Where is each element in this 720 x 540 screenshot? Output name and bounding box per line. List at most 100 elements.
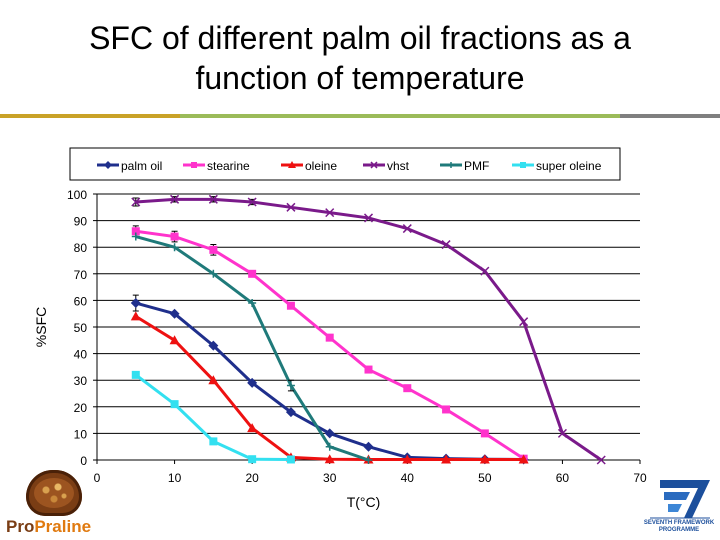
data-point-pmf-30 <box>325 442 334 451</box>
data-point-stearine-25 <box>286 301 295 310</box>
data-point-oleine-40 <box>402 454 413 464</box>
data-point-palm-oil-20 <box>247 377 258 388</box>
x-tick-label-0: 0 <box>94 471 101 485</box>
x-tick-label-10: 10 <box>168 471 182 485</box>
legend-marker-stearine <box>191 162 197 168</box>
data-point-vhst-10 <box>170 194 180 204</box>
data-point-oleine-10 <box>169 335 180 345</box>
data-point-vhst-55 <box>519 317 529 327</box>
data-point-vhst-50 <box>480 266 490 276</box>
divider-segment-gold <box>0 114 180 118</box>
praline-nut-icon <box>26 470 82 516</box>
data-point-pmf-25 <box>286 381 295 390</box>
data-point-vhst-65 <box>596 455 606 465</box>
x-tick-label-70: 70 <box>633 471 647 485</box>
data-point-vhst-60 <box>557 428 567 438</box>
data-point-pmf-15 <box>209 269 218 278</box>
data-point-pmf-35 <box>364 456 373 464</box>
x-tick-label-20: 20 <box>245 471 259 485</box>
y-tick-label-90: 90 <box>74 215 88 229</box>
series-line-super-oleine <box>134 373 291 461</box>
legend-label-vhst: vhst <box>387 159 410 173</box>
data-point-palm-oil-25 <box>285 407 296 418</box>
x-tick-label-50: 50 <box>478 471 492 485</box>
brand-praline: Praline <box>34 517 92 536</box>
data-point-vhst-45 <box>441 240 451 250</box>
data-point-vhst-20 <box>247 197 257 207</box>
data-point-oleine-15 <box>208 375 219 385</box>
data-point-vhst-5 <box>131 197 141 207</box>
data-point-stearine-15 <box>209 245 218 254</box>
data-point-vhst-30 <box>325 208 335 218</box>
x-tick-label-60: 60 <box>556 471 570 485</box>
data-point-vhst-35 <box>363 213 374 223</box>
legend-label-super-oleine: super oleine <box>536 159 602 173</box>
data-point-super-oleine-15 <box>209 437 218 446</box>
data-point-stearine-20 <box>248 269 257 278</box>
slide-title-line1: SFC of different palm oil fractions as a <box>89 20 631 56</box>
data-point-super-oleine-25 <box>286 455 295 464</box>
y-tick-label-60: 60 <box>74 294 88 308</box>
fp7-text: SEVENTH FRAMEWORK PROGRAMME <box>640 520 718 534</box>
data-point-stearine-50 <box>480 429 489 438</box>
data-point-palm-oil-5 <box>130 298 141 309</box>
data-point-pmf-5 <box>131 232 140 241</box>
data-point-stearine-30 <box>325 333 334 342</box>
data-point-stearine-5 <box>131 227 140 236</box>
data-point-oleine-5 <box>130 311 141 321</box>
legend-marker-pmf <box>448 162 454 168</box>
data-point-palm-oil-15 <box>208 340 219 351</box>
data-point-vhst-40 <box>402 224 412 234</box>
y-tick-label-0: 0 <box>80 454 87 468</box>
data-point-stearine-10 <box>170 232 179 241</box>
data-point-stearine-45 <box>442 405 451 414</box>
data-point-palm-oil-35 <box>363 441 374 452</box>
legend-marker-oleine <box>288 161 296 168</box>
seventh-framework-logo: SEVENTH FRAMEWORK PROGRAMME <box>640 474 718 538</box>
x-axis-title: T(°C) <box>347 494 381 510</box>
data-point-oleine-20 <box>247 423 258 433</box>
y-tick-label-30: 30 <box>74 374 88 388</box>
legend-marker-super-oleine <box>520 162 526 168</box>
data-point-palm-oil-10 <box>169 308 180 319</box>
fp7-text-line1: SEVENTH FRAMEWORK <box>643 520 715 526</box>
propraline-logo: ProPraline <box>4 470 104 538</box>
data-point-stearine-35 <box>364 365 373 374</box>
slide-title: SFC of different palm oil fractions as a… <box>0 18 720 98</box>
y-tick-label-80: 80 <box>74 241 88 255</box>
y-tick-label-50: 50 <box>74 321 88 335</box>
legend-marker-vhst <box>370 161 378 169</box>
y-tick-label-10: 10 <box>74 427 88 441</box>
legend-label-oleine: oleine <box>305 159 337 173</box>
data-point-vhst-15 <box>208 194 218 204</box>
y-tick-label-100: 100 <box>67 188 87 202</box>
series-line-vhst <box>135 197 603 462</box>
propraline-brand-text: ProPraline <box>6 517 91 537</box>
x-tick-label-40: 40 <box>401 471 415 485</box>
y-tick-label-20: 20 <box>74 401 88 415</box>
divider-segment-green <box>180 114 620 118</box>
data-point-super-oleine-10 <box>170 400 179 409</box>
divider-segment-gray <box>620 114 720 118</box>
data-point-vhst-25 <box>286 202 296 212</box>
data-point-pmf-10 <box>170 243 179 252</box>
data-point-pmf-20 <box>248 299 257 308</box>
data-point-oleine-50 <box>479 454 490 464</box>
y-tick-label-40: 40 <box>74 348 88 362</box>
y-axis-title: %SFC <box>33 307 49 347</box>
data-point-oleine-55 <box>518 454 529 464</box>
legend-marker-palm-oil <box>104 161 112 169</box>
data-point-super-oleine-20 <box>248 455 257 464</box>
legend-label-stearine: stearine <box>207 159 250 173</box>
title-divider <box>0 114 720 118</box>
brand-pro: Pro <box>6 517 35 536</box>
y-tick-label-70: 70 <box>74 268 88 282</box>
slide-title-line2: function of temperature <box>195 60 525 96</box>
fp7-emblem-icon <box>650 480 710 519</box>
legend-label-palm-oil: palm oil <box>121 159 162 173</box>
data-point-oleine-45 <box>441 454 452 464</box>
data-point-stearine-40 <box>403 384 412 393</box>
fp7-text-line2: PROGRAMME <box>658 527 700 533</box>
legend-label-pmf: PMF <box>464 159 489 173</box>
